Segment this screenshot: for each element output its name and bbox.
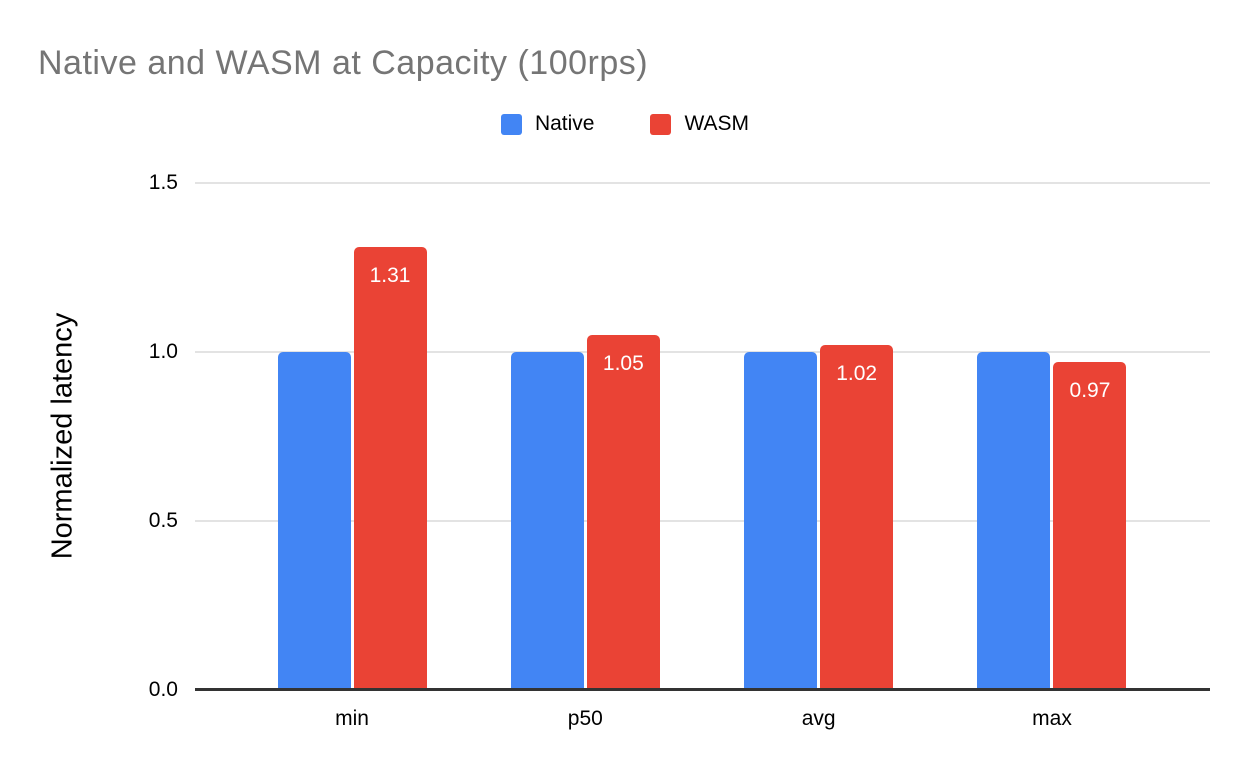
y-tick-label-1.0: 1.0 — [148, 340, 178, 363]
bar-native-avg — [744, 352, 818, 690]
legend: Native WASM — [0, 112, 1250, 136]
x-tick-label-min: min — [335, 707, 369, 730]
bar-wasm-avg: 1.02 — [820, 345, 894, 690]
legend-swatch-native — [500, 113, 522, 135]
bar-value-label-wasm-p50: 1.05 — [602, 352, 644, 376]
gridline-0.5 — [195, 520, 1210, 522]
y-tick-label-0.5: 0.5 — [148, 509, 178, 532]
bar-native-max — [977, 352, 1051, 690]
legend-label-native: Native — [534, 112, 595, 135]
x-axis-line — [195, 688, 1210, 691]
x-tick-label-avg: avg — [801, 707, 836, 730]
gridline-1.5 — [195, 182, 1210, 184]
legend-item-native: Native — [500, 112, 595, 136]
bar-native-min — [277, 352, 351, 690]
legend-swatch-wasm — [650, 113, 672, 135]
bar-value-label-wasm-max: 0.97 — [1069, 379, 1111, 403]
y-axis-title: Normalized latency — [46, 312, 79, 560]
chart-title: Native and WASM at Capacity (100rps) — [38, 44, 649, 82]
bar-native-p50 — [510, 352, 584, 690]
bar-wasm-max: 0.97 — [1053, 362, 1127, 690]
bar-value-label-wasm-min: 1.31 — [369, 264, 411, 288]
bar-value-label-wasm-avg: 1.02 — [836, 362, 878, 386]
y-tick-label-0.0: 0.0 — [148, 678, 178, 701]
gridline-1.0 — [195, 351, 1210, 353]
plot-area: 1.31 1.05 1.02 0.97 — [195, 182, 1210, 691]
x-tick-label-max: max — [1032, 707, 1072, 730]
y-tick-label-1.5: 1.5 — [148, 171, 178, 194]
legend-label-wasm: WASM — [684, 112, 750, 135]
legend-item-wasm: WASM — [650, 112, 749, 136]
x-tick-label-p50: p50 — [567, 707, 603, 730]
bar-wasm-p50: 1.05 — [586, 335, 660, 690]
bar-wasm-min: 1.31 — [353, 247, 427, 690]
